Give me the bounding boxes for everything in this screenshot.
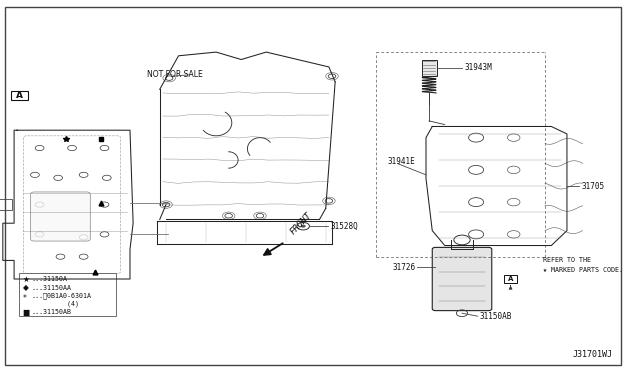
Text: A: A — [16, 91, 23, 100]
FancyBboxPatch shape — [422, 60, 436, 76]
Text: 31150AB: 31150AB — [479, 312, 512, 321]
Text: ...31150A: ...31150A — [31, 276, 67, 282]
Text: ...31150AB: ...31150AB — [31, 309, 71, 315]
Bar — [12, 91, 28, 100]
Text: ★ MARKED PARTS CODE.: ★ MARKED PARTS CODE. — [543, 267, 623, 273]
Text: 31528Q: 31528Q — [330, 222, 358, 231]
Text: ⁎: ⁎ — [22, 291, 26, 300]
Text: 31941E: 31941E — [387, 157, 415, 166]
Bar — [19, 273, 116, 316]
Text: ■: ■ — [22, 308, 30, 317]
Bar — [504, 275, 517, 283]
FancyBboxPatch shape — [31, 192, 90, 241]
FancyBboxPatch shape — [432, 247, 492, 311]
Text: REFER TO THE: REFER TO THE — [543, 257, 591, 263]
Bar — [0, 199, 12, 210]
Text: ...Ⓑ0B1A0-6301A: ...Ⓑ0B1A0-6301A — [31, 292, 92, 299]
Text: A: A — [508, 276, 513, 282]
Text: FRONT: FRONT — [288, 211, 313, 236]
Text: ◆: ◆ — [22, 283, 28, 292]
Text: J31701WJ: J31701WJ — [573, 350, 612, 359]
Circle shape — [301, 225, 306, 228]
Text: 31943M: 31943M — [464, 63, 492, 73]
Text: 31726: 31726 — [392, 263, 415, 272]
Text: ★: ★ — [22, 275, 29, 284]
Text: 31705: 31705 — [581, 182, 605, 190]
Text: ...31150AA: ...31150AA — [31, 285, 71, 291]
Text: NOT FOR SALE: NOT FOR SALE — [147, 70, 203, 79]
Text: (4): (4) — [31, 301, 79, 307]
